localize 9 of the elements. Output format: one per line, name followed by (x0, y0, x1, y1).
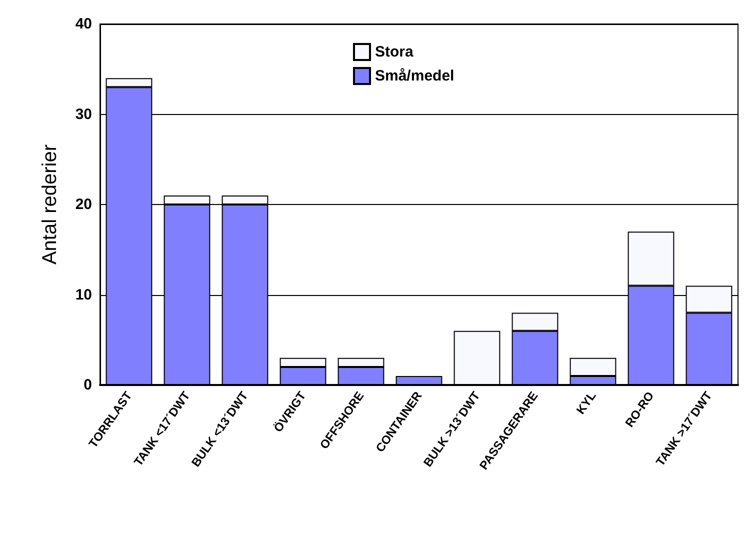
y-tick-label: 10 (75, 286, 92, 304)
x-tick-label: KYL (573, 388, 599, 417)
y-tick-label: 40 (75, 16, 92, 32)
legend-label: Stora (375, 44, 414, 60)
y-axis-title: Antal rederier (39, 144, 61, 265)
y-tick-label: 0 (84, 376, 92, 394)
y-tick-label: 20 (75, 196, 92, 213)
y-tick-label: 30 (75, 106, 92, 123)
legend-label: Små/medel (375, 68, 454, 84)
